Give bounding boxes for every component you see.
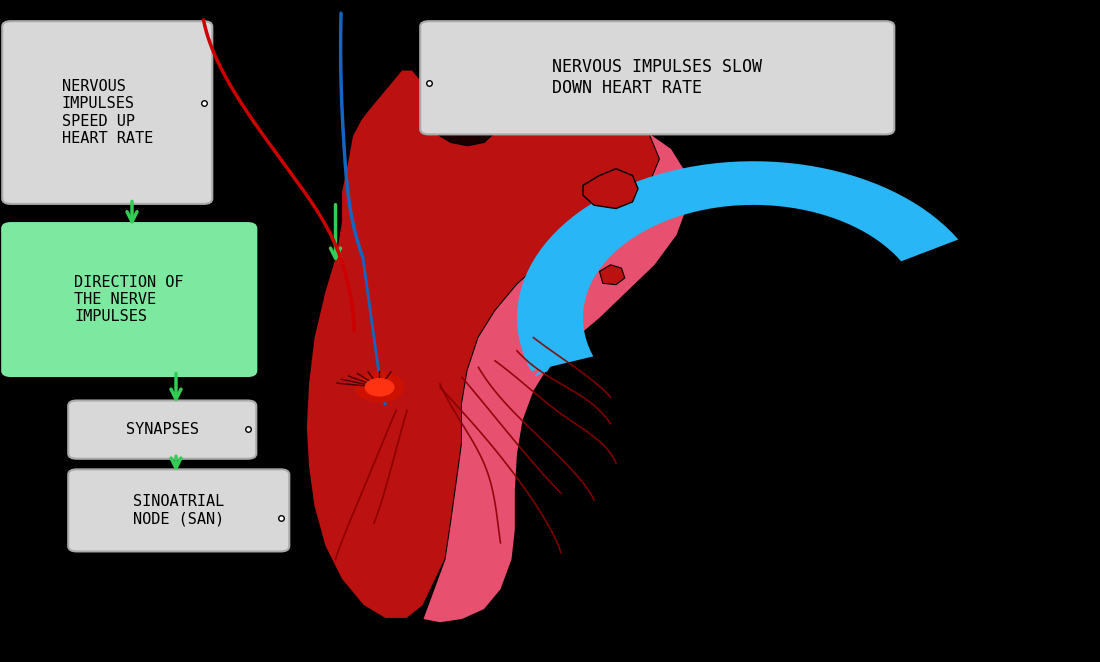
Polygon shape — [424, 101, 688, 622]
Polygon shape — [306, 70, 660, 619]
Text: DIRECTION OF
THE NERVE
IMPULSES: DIRECTION OF THE NERVE IMPULSES — [75, 275, 184, 324]
Circle shape — [355, 373, 404, 402]
Polygon shape — [535, 327, 578, 377]
FancyBboxPatch shape — [420, 21, 894, 134]
Polygon shape — [427, 101, 500, 146]
Polygon shape — [473, 65, 825, 96]
Polygon shape — [583, 169, 638, 209]
Circle shape — [365, 379, 394, 396]
FancyBboxPatch shape — [2, 223, 256, 376]
FancyBboxPatch shape — [68, 469, 289, 551]
FancyBboxPatch shape — [68, 401, 256, 459]
Polygon shape — [517, 162, 958, 371]
Text: NERVOUS IMPULSES SLOW
DOWN HEART RATE: NERVOUS IMPULSES SLOW DOWN HEART RATE — [552, 58, 762, 97]
FancyBboxPatch shape — [2, 21, 212, 204]
Text: SINOATRIAL
NODE (SAN): SINOATRIAL NODE (SAN) — [133, 495, 224, 526]
Polygon shape — [600, 265, 625, 285]
Text: NERVOUS
IMPULSES
SPEED UP
HEART RATE: NERVOUS IMPULSES SPEED UP HEART RATE — [62, 79, 153, 146]
Text: SYNAPSES: SYNAPSES — [125, 422, 199, 437]
